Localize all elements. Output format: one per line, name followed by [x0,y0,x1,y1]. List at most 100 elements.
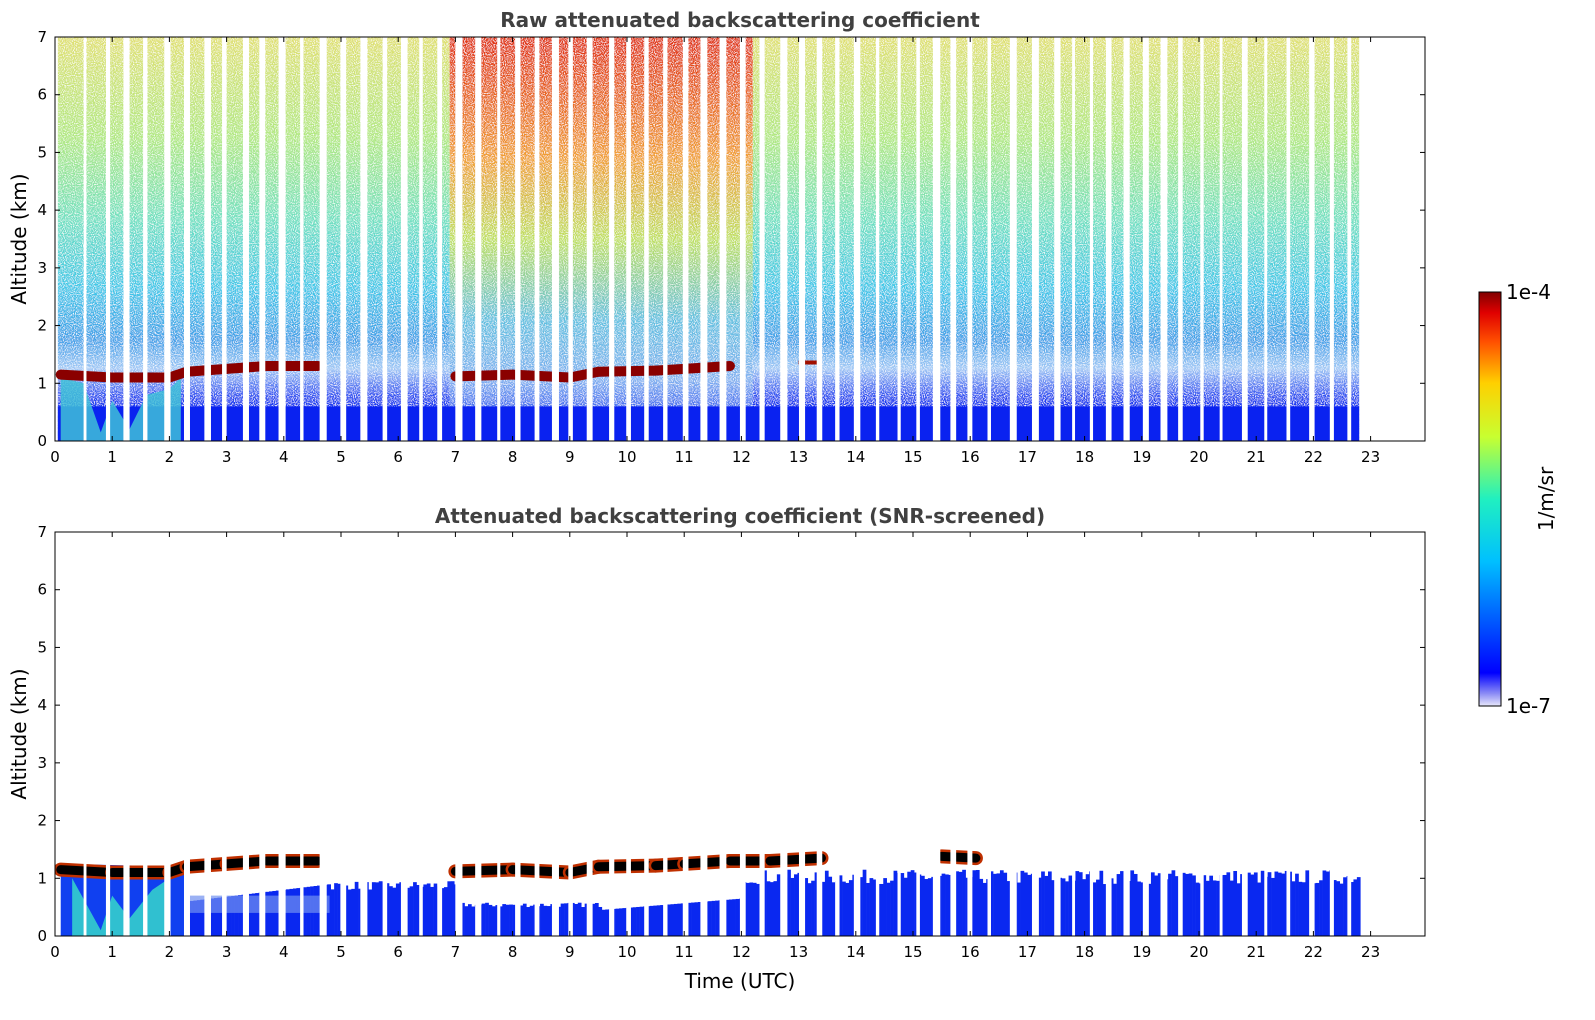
surface-profile [1233,870,1238,936]
surface-profile [1133,873,1138,936]
surface-profile [697,901,702,936]
surface-profile [677,903,682,936]
surface-profile [214,898,218,936]
surface-profile [975,869,980,936]
missing-profile [1072,37,1076,441]
y-tick-label: 6 [37,581,47,599]
missing-profile [586,37,593,441]
surface-profile [694,902,699,936]
x-tick-label: 19 [1132,448,1151,466]
panel-raw: Raw attenuated backscattering coefficien… [7,8,1426,466]
surface-profile [594,902,599,936]
missing-profile [1219,532,1223,936]
y-axis: 0 1 2 3 4 5 6 7 [37,523,1425,945]
surface-profile [330,889,335,936]
x-tick-label: 2 [165,943,175,961]
surface-profile [1099,870,1104,936]
cloud-layer-segment [508,865,575,878]
surface-profile [560,903,565,936]
surface-profile [670,904,675,936]
surface-profile [1020,870,1025,936]
surface-profile [1188,873,1193,936]
chart-title: Attenuated backscattering coefficient (S… [435,504,1045,528]
colorbar-min-label: 1e-7 [1506,694,1551,718]
missing-profile [551,37,559,441]
missing-profile [400,37,408,441]
x-tick-label: 10 [617,448,636,466]
missing-profile [183,37,190,441]
surface-profile [577,902,582,936]
surface-profile [1061,878,1066,936]
surface-profile [618,908,623,936]
surface-profile [900,873,905,936]
cloud-layer-segment [450,865,518,876]
x-tick-label: 23 [1361,943,1380,961]
surface-profile [564,903,568,936]
missing-profile [204,37,211,441]
surface-profile [275,890,280,936]
surface-profile [272,890,277,936]
missing-profile [1160,37,1168,441]
surface-profile [1096,879,1100,936]
surface-profile [1343,877,1347,936]
y-tick-label: 5 [37,638,47,656]
missing-profile [626,532,631,936]
x-tick-label: 1 [107,448,117,466]
x-tick-label: 19 [1132,943,1151,961]
missing-profile [319,532,327,936]
surface-profile [999,870,1004,936]
surface-profile [1339,883,1344,936]
surface-profile [430,886,434,936]
surface-profile [1291,881,1296,936]
surface-profile [1250,874,1255,936]
missing-profile [700,532,708,936]
missing-profile [1200,532,1204,936]
surface-profile [268,891,273,936]
y-tick-label: 5 [37,143,47,161]
missing-profile [798,532,806,936]
surface-profile [546,906,551,936]
missing-profile [515,532,521,936]
surface-profile [893,870,898,936]
surface-profile [790,877,795,936]
cloud-layer-segment [450,369,518,382]
surface-profile [1209,875,1214,936]
surface-profile [1226,872,1231,936]
surface-profile [1353,879,1358,936]
surface-profile [492,906,496,936]
surface-profile [667,904,671,936]
surface-profile [581,907,585,936]
missing-profile [497,532,501,936]
surface-profile [866,882,870,936]
surface-profile [1078,872,1083,936]
missing-profile [475,532,482,936]
missing-profile [682,37,689,441]
surface-profile [629,907,634,936]
surface-profile [512,904,517,936]
surface-profile [914,872,918,936]
surface-profile [347,889,352,936]
surface-profile [426,883,431,936]
x-tick-label: 20 [1189,448,1208,466]
panel-snr-screened: Attenuated backscattering coefficient (S… [7,504,1426,993]
surface-profile [1065,881,1069,936]
surface-profile [189,900,194,936]
surface-profile [1271,877,1275,936]
surface-profile [1356,877,1361,936]
x-tick-label: 14 [846,943,865,961]
surface-profile [200,899,205,936]
missing-profile [932,37,941,441]
missing-profile [1309,37,1315,441]
x-tick-label: 9 [565,448,575,466]
surface-profile [848,880,853,936]
x-tick-label: 7 [451,943,461,961]
surface-profile [1150,872,1155,936]
x-tick-label: 3 [222,448,232,466]
missing-profile [183,532,190,936]
surface-profile [1253,872,1258,936]
surface-profile [639,906,644,936]
surface-profile [344,885,349,936]
missing-profile [835,37,840,441]
surface-profile [814,872,819,936]
x-tick-label: 8 [508,943,518,961]
